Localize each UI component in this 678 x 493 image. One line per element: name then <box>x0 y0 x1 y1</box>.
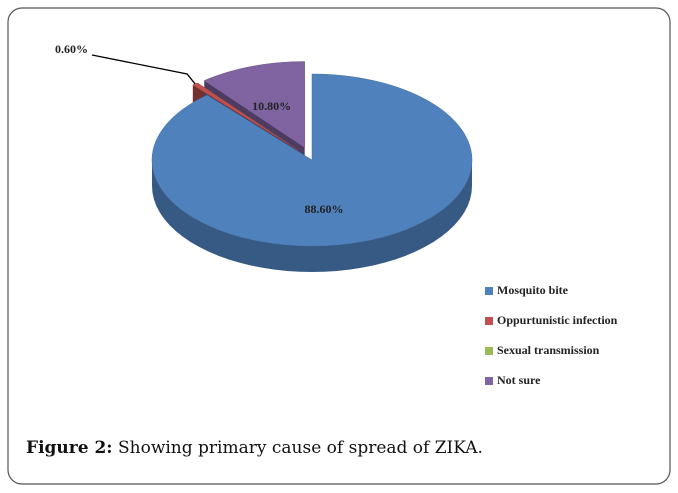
legend-label: Not sure <box>497 373 541 387</box>
slice <box>203 61 305 149</box>
legend-label: Sexual transmission <box>497 343 600 357</box>
caption-text: Showing primary cause of spread of ZIKA. <box>118 438 483 458</box>
caption: Figure 2: Showing primary cause of sprea… <box>26 438 483 458</box>
data-label: 0.60% <box>55 42 88 56</box>
legend-label: Mosquito bite <box>497 283 569 297</box>
legend-swatch <box>485 317 493 325</box>
leader-line <box>91 54 196 85</box>
data-label: 88.60% <box>305 202 344 216</box>
legend-swatch <box>485 287 493 295</box>
data-label: 10.80% <box>252 99 291 113</box>
caption-label: Figure 2: <box>26 438 113 458</box>
slice <box>151 73 473 247</box>
legend-swatch <box>485 377 493 385</box>
slice-side <box>152 160 472 272</box>
legend-label: Oppurtunistic infection <box>497 313 618 327</box>
legend-swatch <box>485 347 493 355</box>
